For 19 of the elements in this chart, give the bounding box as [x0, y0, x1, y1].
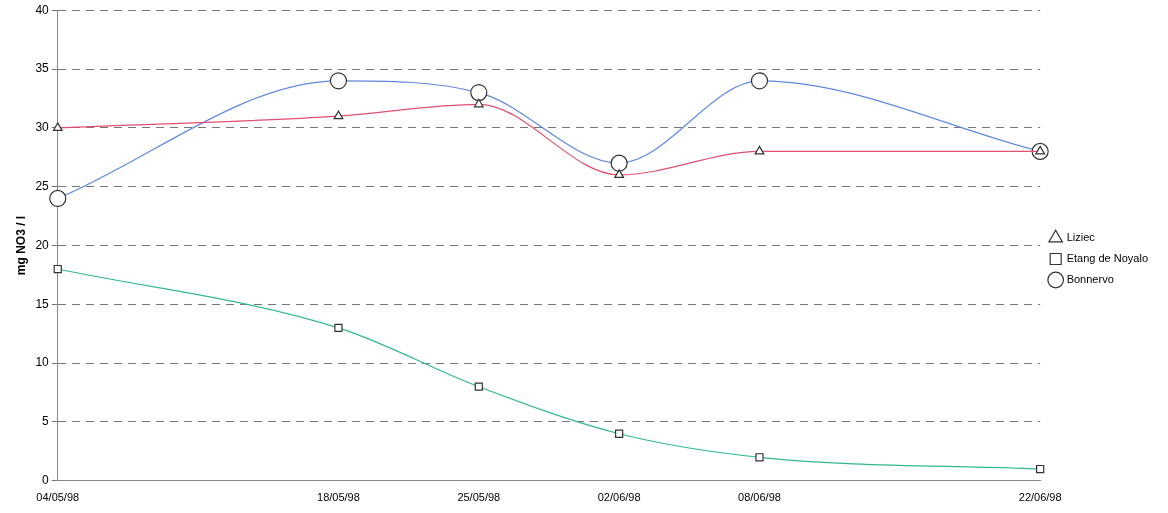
y-tick-label: 35	[35, 61, 50, 76]
y-axis-title: mg NO3 / l	[13, 215, 28, 276]
x-tick-label: 25/05/98	[457, 491, 501, 504]
x-tick-label: 02/06/98	[597, 491, 641, 504]
y-tick-label: 15	[35, 296, 50, 311]
y-tick-label: 0	[42, 473, 50, 488]
y-tick-label: 20	[35, 237, 50, 252]
x-tick-label: 22/06/98	[1018, 491, 1062, 504]
legend-label: Bonnervo	[1066, 273, 1114, 286]
y-tick-label: 10	[35, 355, 50, 370]
y-tick-label: 30	[35, 120, 50, 135]
y-tick-label: 25	[35, 178, 50, 193]
y-tick-label: 40	[35, 2, 50, 17]
x-tick-label: 08/06/98	[738, 491, 781, 504]
x-tick-label: 04/05/98	[36, 491, 80, 504]
y-tick-label: 5	[42, 414, 50, 429]
x-tick-label: 18/05/98	[317, 491, 360, 504]
legend-label: Etang de Noyalo	[1066, 252, 1149, 265]
legend-label: Liziec	[1066, 231, 1096, 244]
